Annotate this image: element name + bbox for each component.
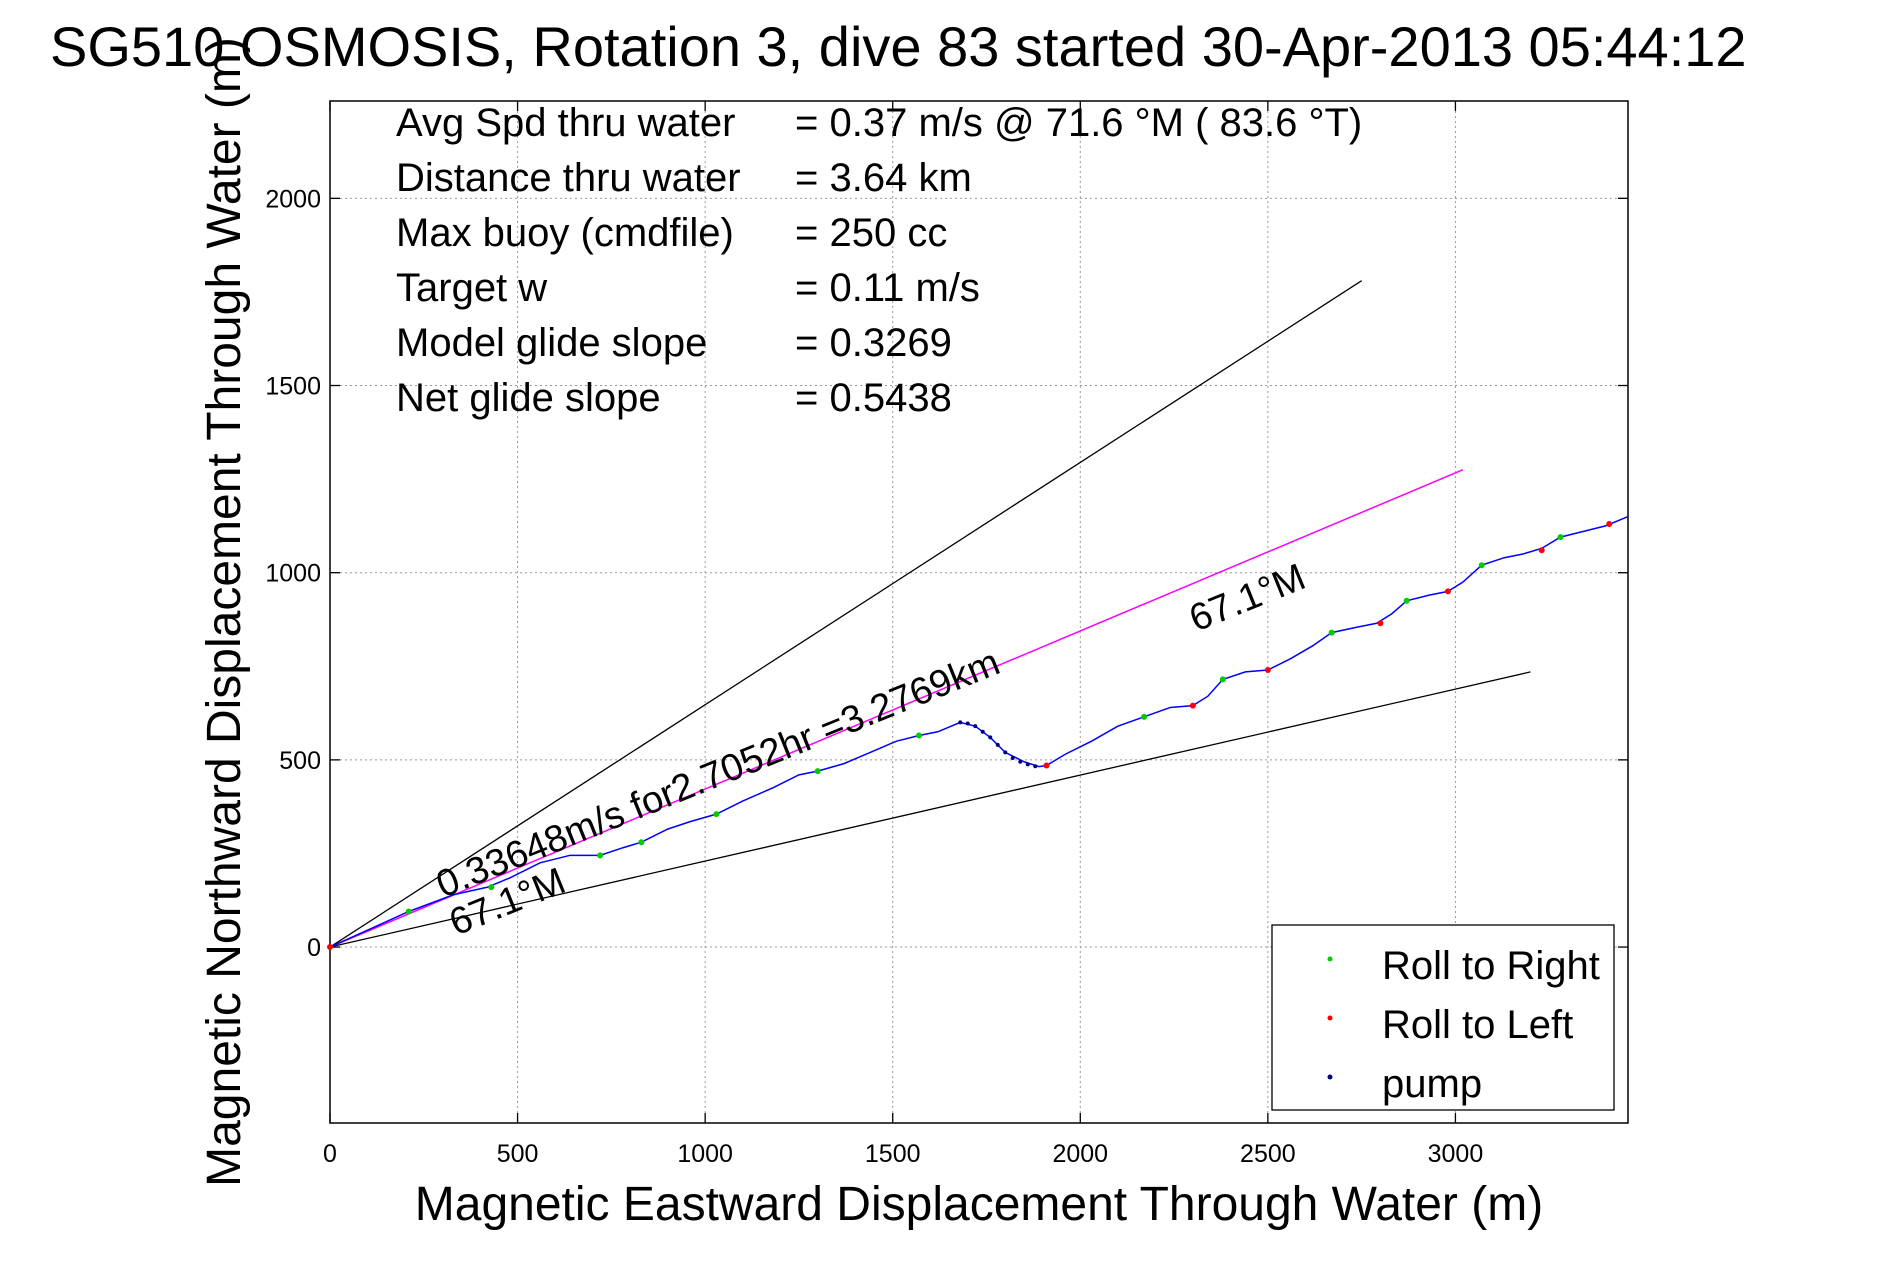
y-tick-label: 1000 [265,560,321,588]
pump-marker [995,742,1000,747]
info-value-target-w: = 0.11 m/s [795,266,980,310]
tick-labels: 0 500 1000 1500 2000 2500 3000 0 500 1000 1500 2000 [265,185,1483,1168]
roll-right-marker [597,852,604,859]
roll-left-marker [1264,667,1271,674]
roll-left-marker [327,944,333,951]
roll-right-marker [1403,597,1410,604]
grid [330,101,1628,1123]
roll-left-marker [1189,702,1196,709]
info-label-target-w: Target w [396,266,547,310]
pump-marker [958,720,963,725]
legend-label-roll-right: Roll to Right [1382,944,1600,988]
roll-right-marker [1141,713,1148,720]
roll-right-marker [713,811,720,818]
roll-right-marker [405,908,412,915]
legend: Roll to Right Roll to Left pump [1271,924,1615,1111]
pump-marker [1018,759,1023,764]
info-value-net-glide: = 0.5438 [795,376,952,420]
heading-label-upper: 67.1°M [1184,556,1312,640]
info-value-avg-speed: = 0.37 m/s @ 71.6 °M ( 83.6 °T) [795,101,1362,145]
info-block: Avg Spd thru water = 0.37 m/s @ 71.6 °M … [396,101,1362,420]
pump-marker [980,729,985,734]
roll-right-marker [1328,629,1335,636]
model-course-line [329,469,1464,948]
roll-right-marker [814,768,821,775]
info-value-distance: = 3.64 km [795,156,972,200]
roll-right-marker [488,884,495,891]
course-annotation: 0.33648m/s for2.7052hr =3.2769km [431,641,1006,906]
legend-label-roll-left: Roll to Left [1382,1003,1573,1047]
lower-bound-line [329,671,1531,948]
roll-left-marker [1538,547,1545,554]
x-tick-label: 0 [323,1140,337,1168]
track-markers [327,521,1613,951]
axis-ticks [329,101,1628,1123]
upper-bound-line [329,280,1363,948]
info-label-avg-speed: Avg Spd thru water [396,101,735,145]
plot-area-frame [329,100,1629,1124]
x-tick-label: 500 [497,1140,539,1168]
info-value-max-buoy: = 250 cc [795,211,947,255]
y-axis-title: Magnetic Northward Displacement Through … [198,37,251,1187]
info-label-max-buoy: Max buoy (cmdfile) [396,211,734,255]
pump-marker [1033,764,1038,769]
info-label-net-glide: Net glide slope [396,376,661,420]
y-tick-label: 1500 [265,373,321,401]
chart-title: SG510 OSMOSIS, Rotation 3, dive 83 start… [50,15,1747,78]
roll-right-marker [1557,534,1564,541]
roll-left-marker [1043,762,1050,769]
roll-right-marker [1478,562,1485,569]
y-tick-label: 2000 [265,185,321,213]
roll-right-marker [638,839,645,846]
y-tick-label: 0 [307,934,321,962]
pump-marker [988,735,993,740]
info-value-model-glide: = 0.3269 [795,321,952,365]
roll-left-marker [1377,620,1384,627]
roll-right-marker [915,732,922,739]
legend-marker-roll-left [1327,1015,1333,1021]
legend-marker-pump [1327,1074,1333,1080]
info-label-model-glide: Model glide slope [396,321,707,365]
roll-left-marker [1444,588,1451,595]
pump-marker [1003,750,1008,755]
legend-marker-roll-right [1327,956,1333,962]
roll-left-marker [1606,521,1613,528]
pump-marker [1010,756,1015,760]
x-axis-title: Magnetic Eastward Displacement Through W… [415,1178,1543,1231]
x-tick-label: 2500 [1240,1140,1296,1168]
x-tick-label: 3000 [1428,1140,1484,1168]
y-tick-label: 500 [279,747,321,775]
glider-track-line [329,515,1629,948]
pump-marker [973,724,978,729]
pump-marker [1025,762,1030,767]
x-tick-label: 2000 [1052,1140,1108,1168]
x-tick-label: 1000 [677,1140,733,1168]
info-label-distance: Distance thru water [396,156,741,200]
pump-marker [965,721,970,726]
x-tick-label: 1500 [865,1140,921,1168]
roll-right-marker [1219,676,1226,683]
legend-label-pump: pump [1382,1062,1482,1106]
